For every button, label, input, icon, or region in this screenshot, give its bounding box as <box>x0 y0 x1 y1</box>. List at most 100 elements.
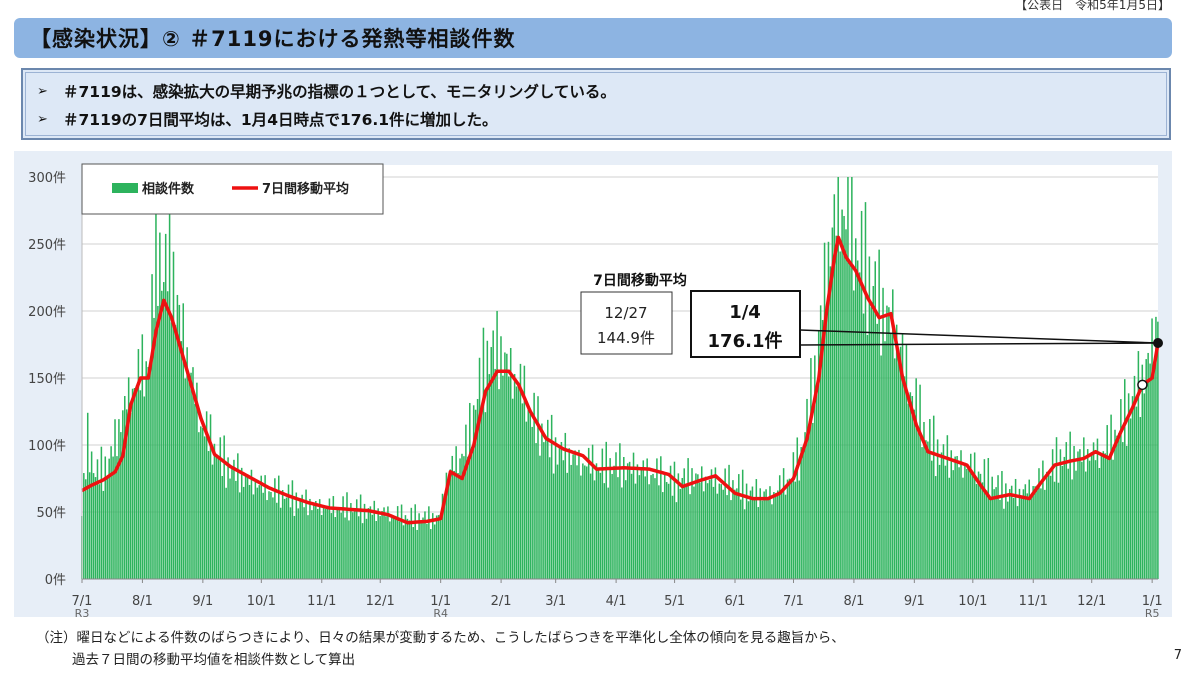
bar <box>141 334 144 579</box>
bar <box>917 429 919 579</box>
bar <box>482 327 485 579</box>
bar <box>116 456 118 579</box>
bar <box>710 469 713 579</box>
bar <box>112 456 114 579</box>
bar <box>320 515 323 579</box>
bar <box>718 483 721 579</box>
bar <box>876 323 878 579</box>
bar <box>763 491 765 579</box>
bar <box>1125 445 1128 579</box>
callout-line <box>799 342 1159 346</box>
bar <box>110 446 112 579</box>
bar <box>991 476 993 579</box>
bar <box>564 432 567 579</box>
bar <box>488 374 491 579</box>
bar <box>143 396 146 579</box>
latest-marker <box>1153 338 1163 349</box>
bar <box>808 426 810 579</box>
bar <box>1055 437 1058 579</box>
bar <box>161 290 163 579</box>
x-tick-label: 7/1 <box>72 594 93 609</box>
bar <box>878 249 880 579</box>
bar <box>127 377 130 579</box>
bar <box>182 303 185 579</box>
bar <box>646 458 648 579</box>
bar <box>1079 449 1081 579</box>
bar <box>1047 473 1050 579</box>
bar <box>264 475 266 579</box>
bar <box>219 437 222 579</box>
bar <box>496 310 498 579</box>
bar <box>1139 417 1142 579</box>
y-tick-label: 250件 <box>28 238 66 253</box>
bar <box>525 421 528 579</box>
bar <box>999 499 1001 579</box>
bar <box>348 520 350 579</box>
bar <box>662 492 664 579</box>
bar <box>743 509 746 579</box>
bar <box>124 396 126 579</box>
bar <box>416 529 418 579</box>
bar <box>829 266 832 579</box>
bar <box>480 406 483 579</box>
bar <box>159 232 161 579</box>
bar <box>315 500 317 579</box>
bar <box>644 476 646 579</box>
bar <box>897 351 900 579</box>
bar <box>895 324 898 579</box>
bar <box>607 487 609 579</box>
x-tick-label: 6/1 <box>725 594 746 609</box>
bar <box>788 478 791 579</box>
y-tick-label: 0件 <box>45 573 66 588</box>
bar <box>303 507 305 579</box>
bar <box>1008 489 1011 579</box>
x-tick-label: 5/1 <box>664 594 685 609</box>
bar <box>814 355 816 579</box>
bar <box>293 515 296 579</box>
bar <box>966 468 968 579</box>
bar <box>734 489 736 579</box>
bar <box>235 480 237 579</box>
bar <box>359 494 362 579</box>
bar <box>556 464 559 579</box>
bar <box>194 403 196 579</box>
bar <box>396 506 399 579</box>
bar <box>773 492 775 579</box>
bar <box>276 502 278 579</box>
bar <box>835 235 838 579</box>
bar <box>350 503 352 579</box>
bar <box>700 466 703 579</box>
bar <box>188 377 190 579</box>
bar <box>1030 497 1032 579</box>
bar <box>919 384 921 579</box>
x-tick-label: 12/1 <box>366 594 395 609</box>
bar <box>714 467 717 579</box>
bar <box>330 513 333 579</box>
x-tick-label: 11/1 <box>307 594 336 609</box>
x-era-label: R3 <box>75 607 90 620</box>
bar <box>1155 316 1157 579</box>
bar <box>1020 498 1023 579</box>
bar <box>328 498 331 579</box>
arrow-bullet-icon: ➢ <box>37 111 48 127</box>
bar <box>843 215 845 580</box>
bar <box>428 506 430 579</box>
bar <box>589 473 592 579</box>
bar <box>246 476 249 579</box>
bar <box>851 177 853 579</box>
bar <box>574 450 576 579</box>
bar <box>812 422 814 579</box>
bar <box>139 390 142 579</box>
bar <box>467 456 469 579</box>
bar <box>946 435 949 579</box>
bar <box>1141 364 1144 579</box>
bar <box>1042 460 1044 579</box>
bar <box>394 517 397 579</box>
bar <box>377 508 379 579</box>
bar <box>283 498 286 579</box>
bar <box>907 403 910 579</box>
bar <box>133 388 136 579</box>
bar <box>190 372 192 579</box>
bar <box>934 476 937 579</box>
bar <box>198 432 200 579</box>
